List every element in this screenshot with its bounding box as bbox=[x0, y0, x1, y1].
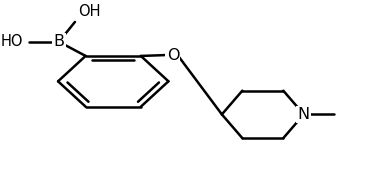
Text: OH: OH bbox=[78, 4, 101, 19]
Text: B: B bbox=[53, 34, 64, 49]
Text: N: N bbox=[298, 107, 310, 122]
Text: HO: HO bbox=[1, 34, 23, 49]
Text: O: O bbox=[166, 48, 179, 63]
